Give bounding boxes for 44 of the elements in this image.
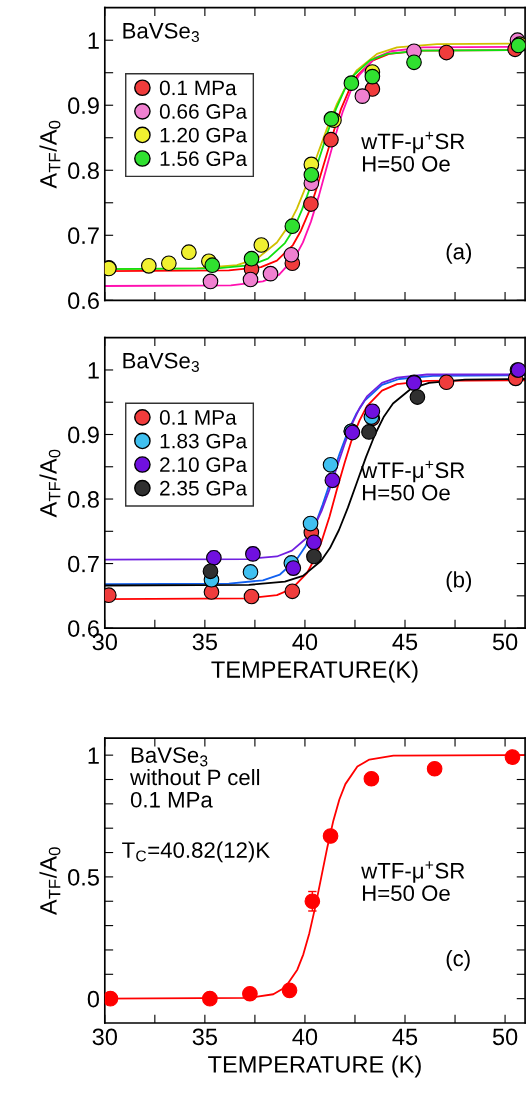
annotation: BaVSe$_{3}$ without P cell 0.1 MPa bbox=[129, 747, 260, 808]
y-tick-label: 0.9 bbox=[68, 97, 99, 115]
y-tick-label: 0.7 bbox=[68, 555, 99, 573]
annotation: wTF-μ$^{+}$SR H=50 Oe bbox=[361, 460, 465, 501]
y-tick-label: 0.5 bbox=[68, 868, 99, 886]
legend-label: 0.1 MPa bbox=[159, 410, 237, 425]
annotation: wTF-μ$^{+}$SR H=50 Oe bbox=[361, 861, 465, 902]
x-tick-label: 35 bbox=[192, 633, 218, 651]
x-tick-label: 50 bbox=[492, 1028, 518, 1046]
annotation: T$_{C}$=40.82(12)K bbox=[122, 841, 270, 863]
legend-label: 1.20 GPa bbox=[160, 127, 248, 143]
y-axis-title: A$_{TF}$/A$_{0}$ bbox=[39, 449, 61, 518]
y-tick-label: 1 bbox=[88, 32, 99, 49]
y-tick-label: 1 bbox=[88, 747, 99, 764]
x-tick-label: 30 bbox=[92, 1028, 118, 1046]
legend-label: 2.35 GPa bbox=[160, 480, 248, 496]
legend-label: 0.66 GPa bbox=[159, 104, 248, 119]
annotation: BaVSe$_{3}$ bbox=[123, 22, 199, 43]
x-tick-label: 45 bbox=[392, 633, 418, 651]
y-tick-label: 1 bbox=[88, 362, 99, 379]
annotation: (b) bbox=[446, 571, 472, 592]
x-axis-title: TEMPERATURE(K) bbox=[211, 660, 418, 683]
x-tick-label: 40 bbox=[292, 633, 318, 651]
legend-label: 1.56 GPa bbox=[160, 151, 248, 167]
x-tick-label: 35 bbox=[192, 1028, 218, 1046]
annotation: wTF-μ$^{+}$SR H=50 Oe bbox=[361, 131, 465, 172]
legend-label: 1.83 GPa bbox=[160, 433, 248, 449]
legend-label: 0.1 MPa bbox=[159, 80, 237, 96]
y-tick-label: 0.8 bbox=[68, 162, 99, 180]
legend-label: 2.10 GPa bbox=[160, 457, 248, 473]
y-tick-label: 0 bbox=[87, 990, 100, 1008]
x-tick-label: 50 bbox=[492, 633, 518, 651]
y-tick-label: 0.9 bbox=[68, 426, 99, 444]
y-tick-label: 0.6 bbox=[68, 292, 99, 310]
y-tick-label: 0.7 bbox=[68, 227, 99, 245]
y-axis-title: A$_{TF}$/A$_{0}$ bbox=[39, 120, 61, 189]
x-tick-label: 45 bbox=[392, 1028, 418, 1046]
x-axis-title: TEMPERATURE (K) bbox=[208, 1055, 421, 1078]
annotation: BaVSe$_{3}$ bbox=[123, 352, 199, 372]
annotation: (c) bbox=[446, 949, 470, 971]
y-axis-title: A$_{TF}$/A$_{0}$ bbox=[39, 847, 61, 916]
annotation: (a) bbox=[446, 243, 472, 264]
y-tick-label: 0.8 bbox=[68, 491, 99, 508]
x-tick-label: 40 bbox=[292, 1028, 318, 1046]
